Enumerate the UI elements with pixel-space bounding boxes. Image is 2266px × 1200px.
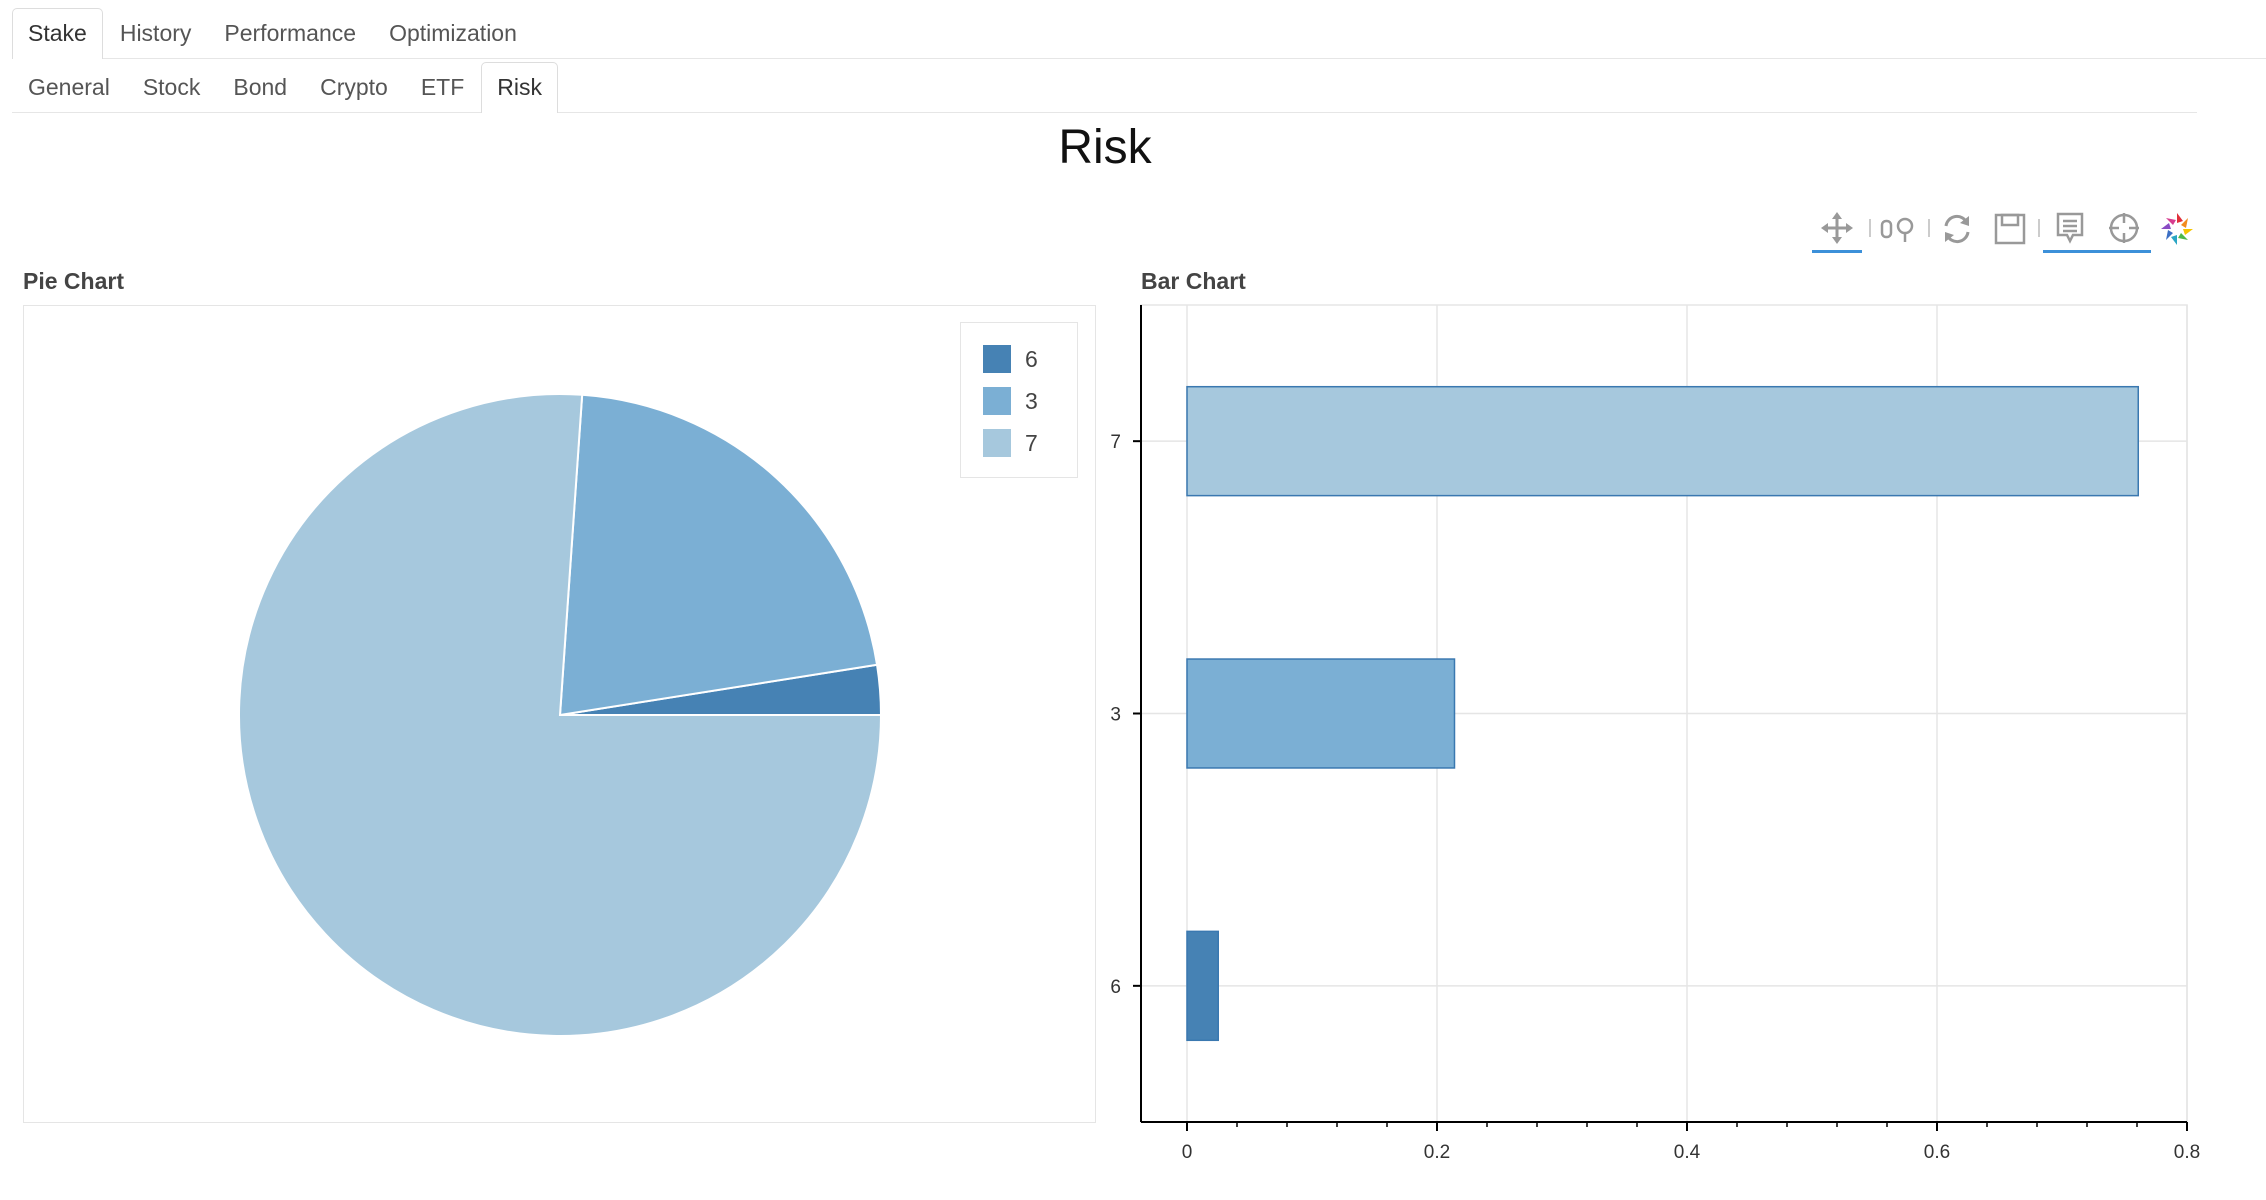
bar-chart-title: Bar Chart xyxy=(1141,268,1246,294)
pie-chart-frame xyxy=(23,305,1096,1123)
x-tick-label: 0.6 xyxy=(1924,1142,1950,1163)
bar-chart: 7 3 6 0 0.2 0.4 0.6 0.8 xyxy=(1110,304,2200,1163)
legend-swatch xyxy=(983,387,1011,415)
bokeh-logo-icon[interactable] xyxy=(2152,205,2202,253)
legend-label: 3 xyxy=(1025,387,1038,414)
y-tick-label: 6 xyxy=(1110,977,1121,998)
tab-performance[interactable]: Performance xyxy=(224,20,357,46)
toolbar-divider xyxy=(1928,219,1930,237)
legend-label: 7 xyxy=(1025,429,1038,456)
x-tick-label: 0.4 xyxy=(1674,1142,1701,1163)
bar-7[interactable] xyxy=(1186,385,2139,497)
y-tick-label: 7 xyxy=(1110,432,1121,453)
pie-slice-7[interactable] xyxy=(238,393,883,1037)
x-tick-label: 0 xyxy=(1182,1142,1193,1163)
tab-etf[interactable]: ETF xyxy=(420,74,465,100)
hover-icon[interactable] xyxy=(2043,205,2097,253)
pan-icon[interactable] xyxy=(1812,205,1862,253)
legend-item: 7 xyxy=(983,429,1038,457)
toolbar-divider xyxy=(2038,219,2040,237)
legend-item: 3 xyxy=(983,387,1038,415)
legend-item: 6 xyxy=(983,345,1038,373)
tab-crypto[interactable]: Crypto xyxy=(320,74,388,100)
x-tick-label: 0.2 xyxy=(1424,1142,1450,1163)
chart-toolbar xyxy=(1812,205,2202,255)
tab-risk[interactable]: Risk xyxy=(481,62,559,113)
x-tick-label: 0.8 xyxy=(2174,1142,2200,1163)
save-icon[interactable] xyxy=(1985,205,2035,253)
toolbar-divider xyxy=(1869,219,1871,237)
bar-6[interactable] xyxy=(1186,930,1219,1042)
crosshair-icon[interactable] xyxy=(2097,205,2151,253)
tab-optimization[interactable]: Optimization xyxy=(389,20,517,46)
tab-bond[interactable]: Bond xyxy=(233,74,288,100)
page-title: Risk xyxy=(1058,121,1152,174)
bar-3[interactable] xyxy=(1186,658,1456,769)
main-tabs: Stake History Performance Optimization xyxy=(12,8,2266,59)
pie-chart-title: Pie Chart xyxy=(23,268,124,294)
pie-chart xyxy=(238,393,883,1037)
legend-swatch xyxy=(983,345,1011,373)
tab-history[interactable]: History xyxy=(119,20,192,46)
tab-general[interactable]: General xyxy=(28,74,110,100)
legend-swatch xyxy=(983,429,1011,457)
pie-slice-3[interactable] xyxy=(558,393,879,717)
y-tick-label: 3 xyxy=(1110,705,1121,726)
sub-tabs: General Stock Bond Crypto ETF Risk xyxy=(12,62,2197,113)
legend-label: 6 xyxy=(1025,345,1038,372)
tab-stake[interactable]: Stake xyxy=(12,8,103,59)
box-zoom-icon[interactable] xyxy=(1874,205,1924,253)
reset-icon[interactable] xyxy=(1932,205,1982,253)
tab-stock[interactable]: Stock xyxy=(142,74,201,100)
pie-legend: 6 3 7 xyxy=(960,322,1078,478)
